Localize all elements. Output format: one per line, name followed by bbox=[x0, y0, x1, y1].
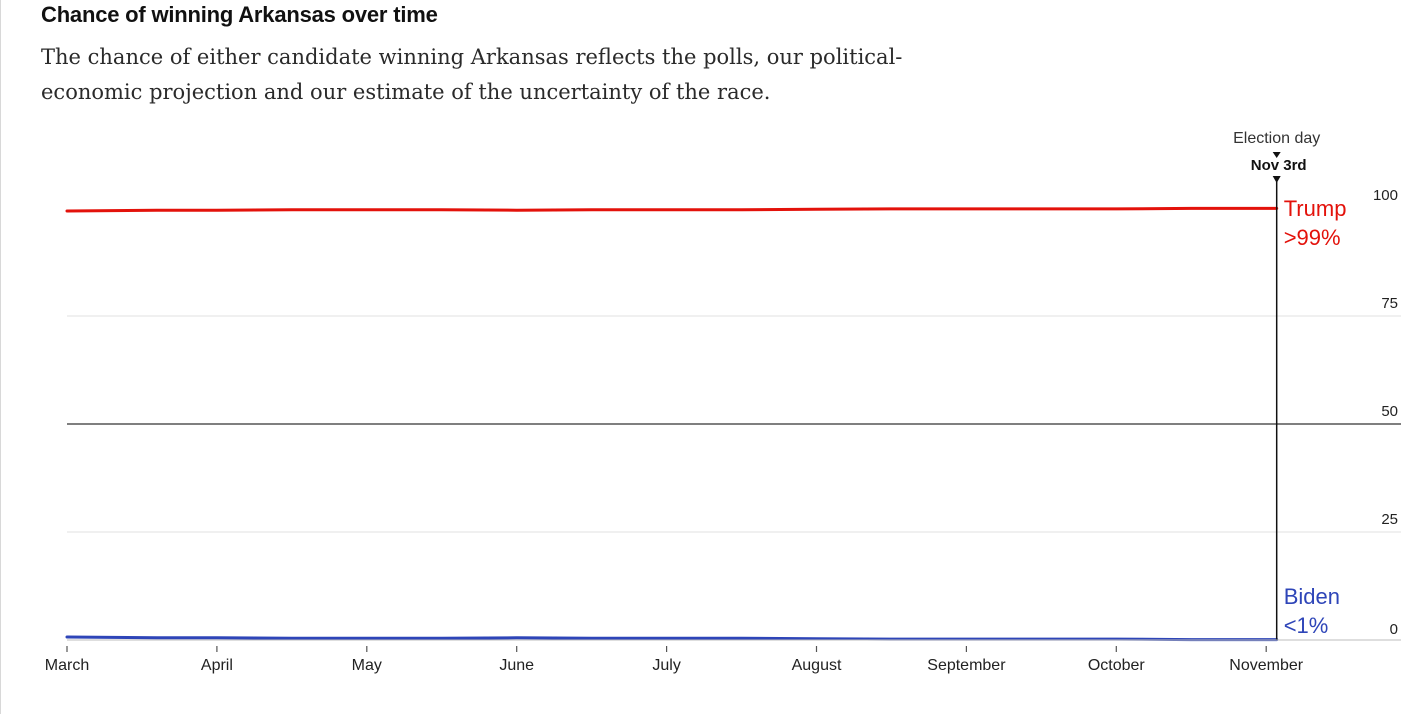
series-name-label-biden: Biden bbox=[1284, 584, 1340, 609]
axis-layer: 0 25 50 75 100 March April May June July August Sep… bbox=[45, 187, 1401, 674]
chart-subtitle-line-2: economic projection and our estimate of … bbox=[41, 80, 771, 104]
series-value-label-trump: >99% bbox=[1284, 225, 1341, 250]
series-layer: Trump >99% Biden <1% bbox=[65, 196, 1347, 642]
x-tick-label: August bbox=[792, 657, 842, 674]
y-tick-label: 25 bbox=[1381, 511, 1398, 528]
y-tick-label: 50 bbox=[1381, 403, 1398, 420]
x-tick-label: May bbox=[352, 657, 382, 674]
x-tick-label: June bbox=[499, 657, 534, 674]
election-day-date: Nov 3rd bbox=[1251, 157, 1307, 174]
chart-subtitle: The chance of either candidate winning A… bbox=[41, 40, 941, 110]
chart-title: Chance of winning Arkansas over time bbox=[41, 2, 438, 27]
x-tick-label: July bbox=[652, 657, 680, 674]
x-tick-label: November bbox=[1229, 657, 1303, 674]
grid-layer bbox=[67, 315, 1401, 533]
x-tick-label: October bbox=[1088, 657, 1146, 674]
series-value-label-biden: <1% bbox=[1284, 613, 1329, 638]
x-tick-label: September bbox=[927, 657, 1006, 674]
election-day-arrow-top bbox=[1272, 152, 1281, 158]
x-tick-label: April bbox=[201, 657, 233, 674]
election-day-label: Election day bbox=[1233, 130, 1320, 147]
x-tick-label: March bbox=[45, 657, 89, 674]
election-day-arrow-bottom bbox=[1272, 176, 1281, 183]
series-line-biden bbox=[65, 635, 1279, 642]
y-tick-label: 100 bbox=[1373, 187, 1398, 204]
y-tick-label: 0 bbox=[1390, 621, 1398, 638]
election-day-marker: Election day Nov 3rd bbox=[1233, 130, 1320, 640]
chart-subtitle-line-1: The chance of either candidate winning A… bbox=[41, 45, 903, 69]
y-tick-label: 75 bbox=[1381, 295, 1398, 312]
series-name-label-trump: Trump bbox=[1284, 196, 1347, 221]
series-line-trump bbox=[65, 206, 1279, 213]
